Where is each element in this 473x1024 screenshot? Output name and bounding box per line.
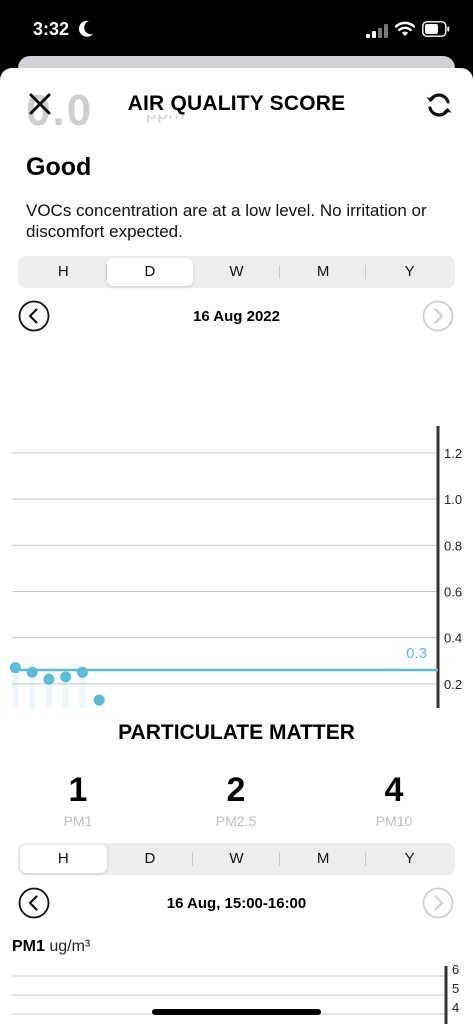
y-tick-label: 0.8: [444, 538, 462, 553]
data-range-bar: [45, 679, 52, 708]
y-tick-label: 6: [452, 962, 459, 977]
y-tick-label: 0.2: [444, 677, 462, 692]
pm25-label: PM2.5: [215, 813, 257, 829]
pm1-label: PM1: [63, 813, 93, 829]
page-title: AIR QUALITY SCORE: [125, 92, 348, 115]
voc-chart: 0.00.20.40.60.81.01.210:0012:0014:0016:0…: [9, 426, 462, 708]
voc-date-navigation: 16 Aug 2022: [0, 300, 473, 332]
pm-date-navigation: 16 Aug, 15:00-16:00: [0, 887, 473, 919]
data-point: [60, 671, 72, 683]
cellular-signal-icon: [366, 24, 388, 38]
pm10-label: PM10: [375, 813, 413, 829]
pm-range-year[interactable]: Y: [404, 850, 415, 867]
chevron-right-icon[interactable]: [422, 887, 454, 919]
pm-range-month[interactable]: M: [280, 845, 367, 873]
voc-date: 16 Aug 2022: [193, 308, 280, 325]
data-point: [43, 673, 55, 685]
y-tick-label: 4: [452, 1000, 459, 1015]
data-point: [9, 662, 21, 674]
range-week[interactable]: W: [193, 258, 280, 286]
range-day[interactable]: D: [106, 258, 194, 286]
y-tick-label: 5: [452, 981, 459, 996]
data-range-bar: [12, 667, 19, 708]
data-range-bar: [79, 672, 86, 708]
y-tick-label: 0.6: [444, 585, 462, 600]
particulate-matter-title: PARTICULATE MATTER: [118, 721, 355, 744]
pm1-chart-heading: PM1 ug/m³: [12, 938, 91, 955]
pm10-value: 4: [384, 771, 404, 809]
voc-range-selector: H D W M Y: [18, 256, 455, 288]
close-icon[interactable]: [28, 92, 52, 116]
status-bar: 3:32: [0, 0, 473, 60]
detail-sheet: 0.0 ppm AIR QUALITY SCORE Good VOCs conc…: [0, 68, 473, 1024]
y-tick-label: 1.0: [444, 492, 462, 507]
pm25-value: 2: [226, 771, 246, 809]
reference-line-label: 0.3: [406, 645, 427, 662]
background-reading-value: 0.0: [26, 86, 94, 135]
range-month[interactable]: M: [280, 258, 367, 286]
battery-icon: [422, 21, 450, 37]
pm1-chart: 6 5 4: [12, 962, 459, 1024]
air-quality-description: VOCs concentration are at a low level. N…: [26, 201, 427, 241]
pm-range-selector: H D W M Y: [18, 843, 455, 875]
y-tick-label: 1.2: [444, 446, 462, 461]
data-range-bar: [62, 676, 69, 708]
data-point: [76, 666, 88, 678]
home-indicator: [152, 1009, 321, 1015]
pm-date: 16 Aug, 15:00-16:00: [166, 895, 307, 912]
range-year[interactable]: Y: [404, 263, 415, 280]
chevron-left-icon[interactable]: [18, 300, 50, 332]
y-tick-label: 0.4: [444, 631, 462, 646]
pm-range-day[interactable]: D: [107, 845, 194, 873]
pm-range-hour[interactable]: H: [20, 845, 107, 873]
range-hour[interactable]: H: [20, 258, 107, 286]
status-time: 3:32: [33, 19, 70, 39]
data-point: [26, 666, 38, 678]
refresh-icon[interactable]: [424, 90, 454, 120]
data-range-bar: [29, 672, 36, 708]
air-quality-level: Good: [26, 153, 92, 181]
pm1-value: 1: [68, 771, 88, 809]
chevron-left-icon[interactable]: [18, 887, 50, 919]
moon-icon: [78, 20, 93, 37]
chevron-right-icon[interactable]: [422, 300, 454, 332]
pm-range-week[interactable]: W: [193, 845, 280, 873]
data-point: [93, 694, 105, 706]
wifi-icon: [395, 21, 415, 36]
